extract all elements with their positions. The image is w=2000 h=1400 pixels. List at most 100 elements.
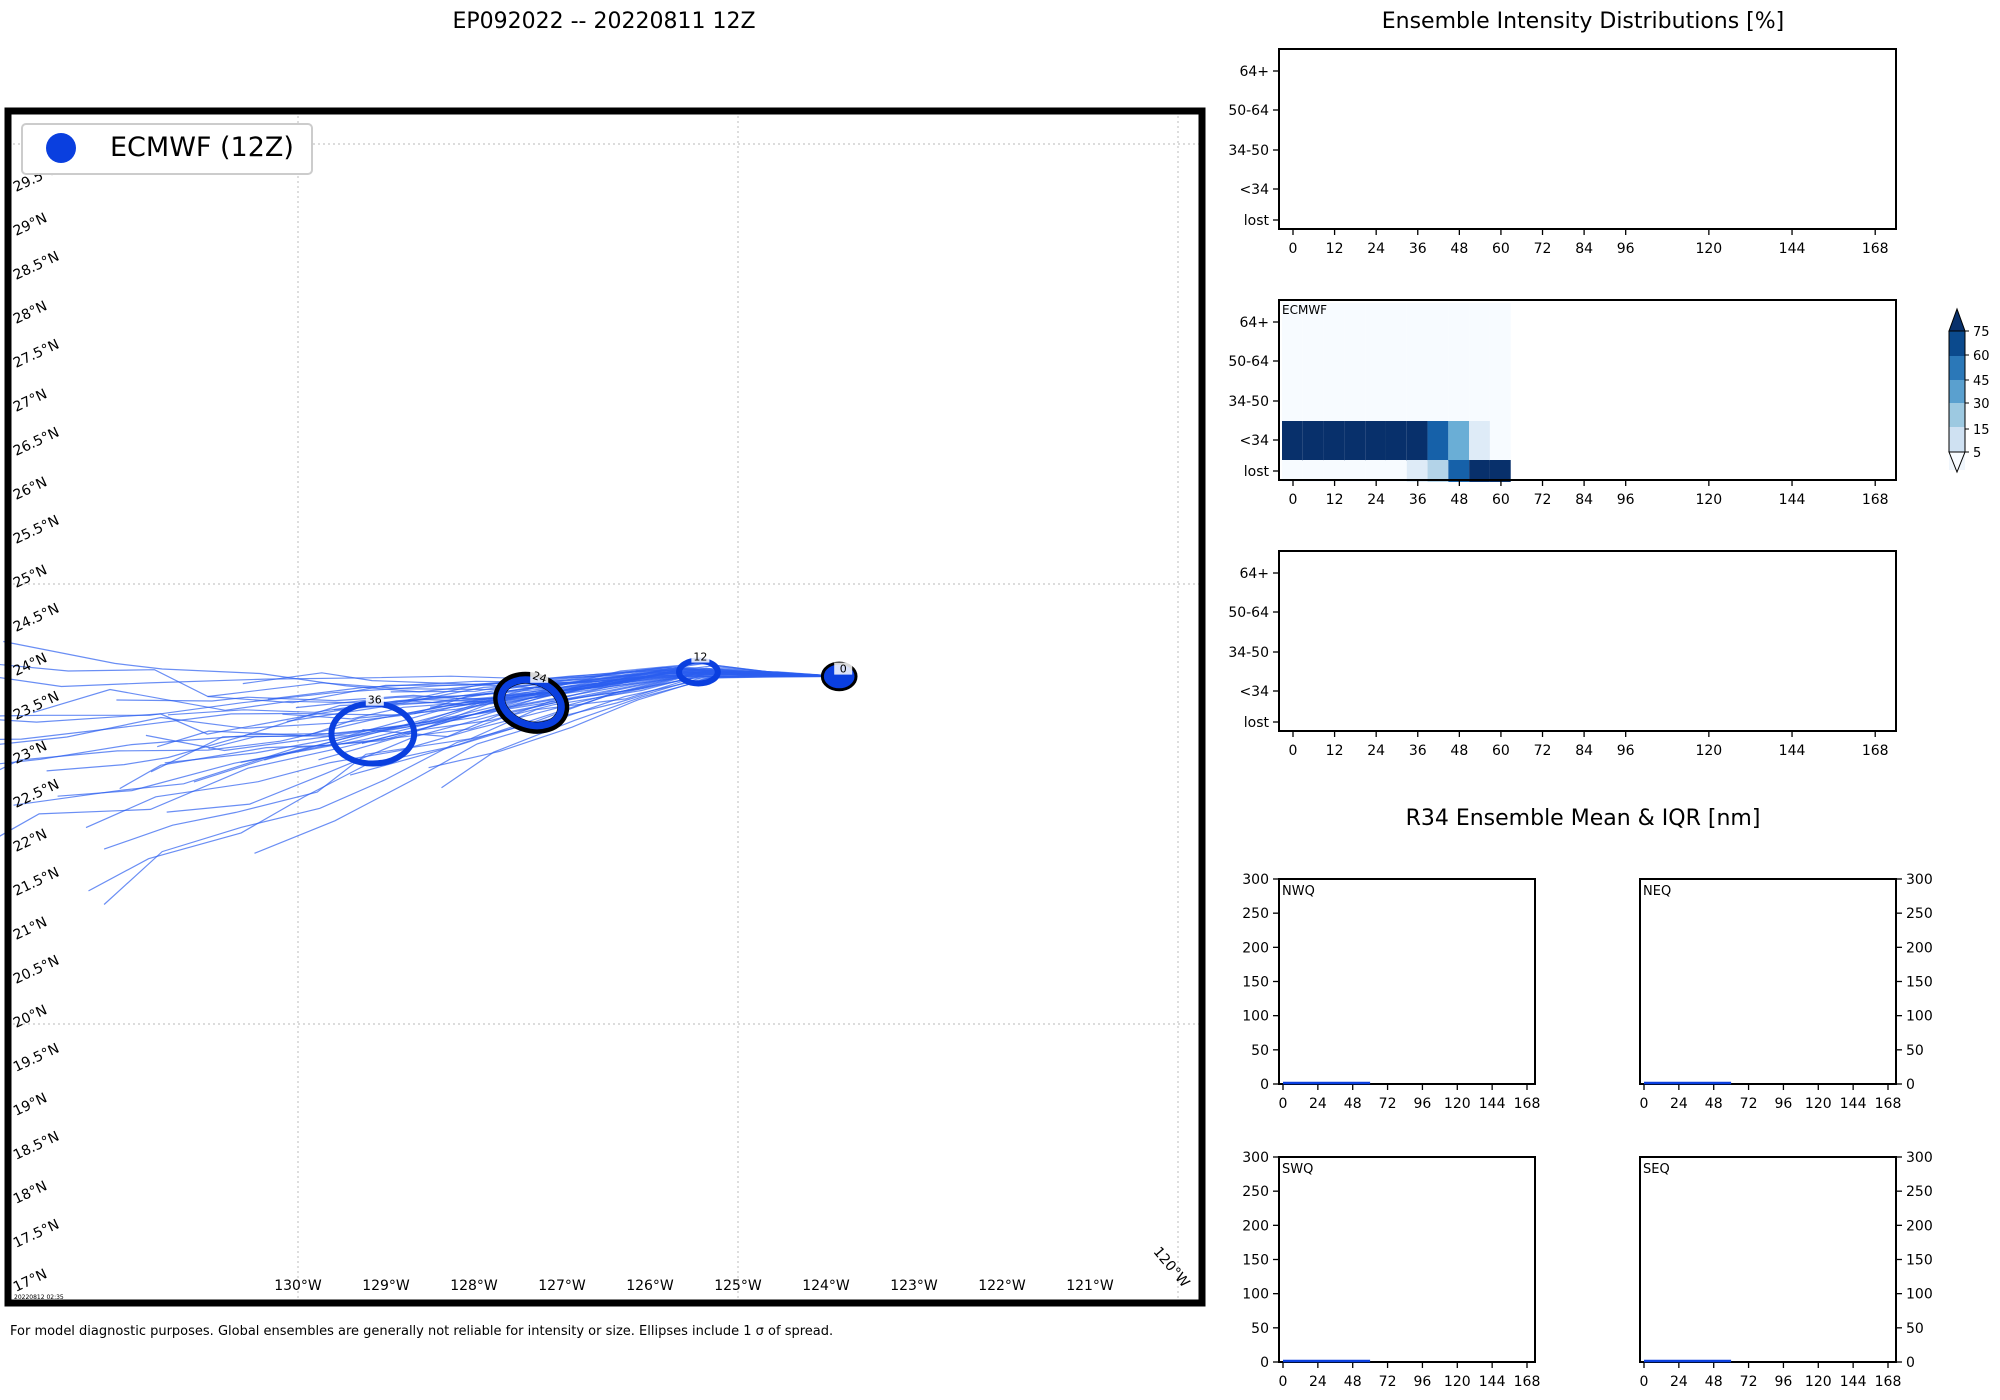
heatmap-cell <box>1344 303 1366 342</box>
intensity-x-tick-label: 144 <box>1779 743 1806 759</box>
map-title: EP092022 -- 20220811 12Z <box>452 9 755 34</box>
map-background <box>8 111 1202 1303</box>
map-border <box>4 107 1206 1307</box>
intensity-row-label: <34 <box>1239 684 1269 700</box>
tau-label-bg <box>365 693 384 706</box>
member-track <box>116 667 840 702</box>
r34-x-tick-label: 0 <box>1640 1374 1649 1390</box>
footnote: For model diagnostic purposes. Global en… <box>10 1324 833 1339</box>
r34-axes-frame <box>1278 878 1536 1085</box>
intensity-axes-frame <box>1278 550 1897 732</box>
r34-y-tick-label: 100 <box>1906 1009 1933 1025</box>
intensity-x-tick-label: 144 <box>1779 492 1806 508</box>
r34-x-tick-label: 24 <box>1309 1096 1327 1112</box>
r34-x-tick-label: 72 <box>1379 1374 1397 1390</box>
intensity-row-label: 64+ <box>1239 315 1269 331</box>
r34-x-tick-label: 96 <box>1414 1374 1432 1390</box>
r34-axes-frame <box>1639 1156 1897 1363</box>
r34-y-tick-label: 250 <box>1242 1184 1269 1200</box>
intensity-x-tick-label: 60 <box>1492 743 1510 759</box>
intensity-x-tick-label: 72 <box>1534 241 1552 257</box>
intensity-x-tick-label: 12 <box>1326 241 1344 257</box>
intensity-x-tick-label: 0 <box>1289 241 1298 257</box>
heatmap-cell <box>1448 381 1470 421</box>
r34-y-tick-label: 300 <box>1906 1150 1933 1166</box>
intensity-x-tick-label: 12 <box>1326 492 1344 508</box>
tau-label-bg <box>530 670 549 683</box>
intensity-x-tick-label: 24 <box>1367 241 1385 257</box>
heatmap-cell <box>1427 421 1449 461</box>
heatmap-cell <box>1469 421 1490 461</box>
r34-x-tick-label: 168 <box>1514 1096 1541 1112</box>
r34-x-tick-label: 120 <box>1805 1374 1832 1390</box>
r34-panel-swq: SWQ 300 250 200 150 100 50 00 24 48 72 96 120 144 168 <box>1242 1150 1540 1390</box>
heatmap-cell <box>1282 381 1303 421</box>
ellipse-tau-0: 0 <box>820 661 858 692</box>
r34-panel-seq: SEQ 300 250 200 150 100 50 0 0 24 48 72 96 120 144 168 <box>1639 1150 1933 1390</box>
legend-marker-icon <box>46 133 76 163</box>
intensity-x-tick-label: 84 <box>1575 241 1593 257</box>
intensity-x-tick-label: 168 <box>1862 492 1889 508</box>
r34-x-tick-label: 144 <box>1479 1096 1506 1112</box>
intensity-x-tick-label: 120 <box>1695 492 1722 508</box>
intensity-x-tick-label: 12 <box>1326 743 1344 759</box>
r34-x-tick-label: 144 <box>1479 1374 1506 1390</box>
heatmap-cell <box>1406 421 1428 461</box>
heatmap-cell <box>1448 421 1470 461</box>
intensity-x-tick-label: 144 <box>1779 241 1806 257</box>
timestamp-stamp: 20220812 02:35 <box>14 1294 64 1301</box>
heatmap-cell <box>1282 342 1303 381</box>
heatmap-cell <box>1302 460 1324 482</box>
r34-y-tick-label: 250 <box>1242 906 1269 922</box>
intensity-row-label: 50-64 <box>1228 605 1269 621</box>
heatmap-cell <box>1344 460 1366 482</box>
track-map: 0 12 24 36 130°W 129°W 128°W 127°W 126°W 125°W 12… <box>0 107 1206 1307</box>
heatmap-cell <box>1344 421 1366 461</box>
heatmap-cell <box>1365 460 1386 482</box>
heatmap-cell <box>1302 421 1324 461</box>
intensity-x-tick-label: 36 <box>1409 241 1427 257</box>
intensity-row-label: 64+ <box>1239 566 1269 582</box>
intensity-x-tick-label: 36 <box>1409 743 1427 759</box>
r34-y-tick-label: 100 <box>1242 1009 1269 1025</box>
heatmap-cell <box>1489 421 1511 461</box>
legend-label: ECMWF (12Z) <box>110 132 294 163</box>
tau-label: 12 <box>693 651 707 664</box>
r34-quadrant-label: SWQ <box>1282 1162 1313 1177</box>
r34-y-tick-label: 100 <box>1242 1287 1269 1303</box>
heatmap-cell <box>1489 303 1511 342</box>
lon-tick-label: 122°W <box>978 1278 1026 1294</box>
intensity-axes-bg <box>1279 49 1896 229</box>
r34-title: R34 Ensemble Mean & IQR [nm] <box>1406 806 1761 831</box>
r34-y-tick-label: 250 <box>1906 906 1933 922</box>
r34-y-tick-label: 100 <box>1906 1287 1933 1303</box>
lon-tick-label: 121°W <box>1066 1278 1114 1294</box>
r34-x-tick-label: 48 <box>1344 1096 1362 1112</box>
r34-y-tick-label: 50 <box>1251 1043 1269 1059</box>
intensity-row-label: 34-50 <box>1228 394 1269 410</box>
intensity-x-tick-label: 84 <box>1575 492 1593 508</box>
r34-x-tick-label: 96 <box>1414 1096 1432 1112</box>
r34-y-tick-label: 150 <box>1242 975 1269 991</box>
colorbar-tick-label: 75 <box>1973 325 1990 340</box>
intensity-x-tick-label: 72 <box>1534 492 1552 508</box>
heatmap-cell <box>1469 381 1490 421</box>
r34-x-tick-label: 72 <box>1740 1374 1758 1390</box>
heatmap-cell <box>1427 342 1449 381</box>
member-track <box>390 663 840 693</box>
map-legend: ECMWF (12Z) <box>21 123 313 175</box>
heatmap-cell <box>1489 460 1511 482</box>
lon-tick-label: 128°W <box>450 1278 498 1294</box>
tau-label: 0 <box>840 663 847 676</box>
tau-label: 24 <box>531 669 548 686</box>
colorbar-tick-label: 30 <box>1973 397 1990 412</box>
colorbar-segment <box>1949 427 1965 452</box>
colorbar-frame <box>1948 330 1966 453</box>
r34-x-tick-label: 120 <box>1444 1096 1471 1112</box>
ellipse-tau-36: 36 <box>328 693 418 767</box>
lon-tick-label: 125°W <box>714 1278 762 1294</box>
colorbar-tick-label: 60 <box>1973 349 1990 364</box>
intensity-title: Ensemble Intensity Distributions [%] <box>1382 9 1785 34</box>
